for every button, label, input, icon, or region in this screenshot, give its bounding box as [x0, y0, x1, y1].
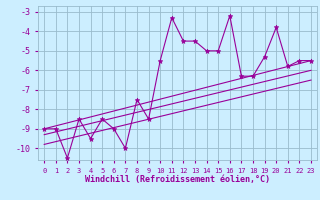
- X-axis label: Windchill (Refroidissement éolien,°C): Windchill (Refroidissement éolien,°C): [85, 175, 270, 184]
